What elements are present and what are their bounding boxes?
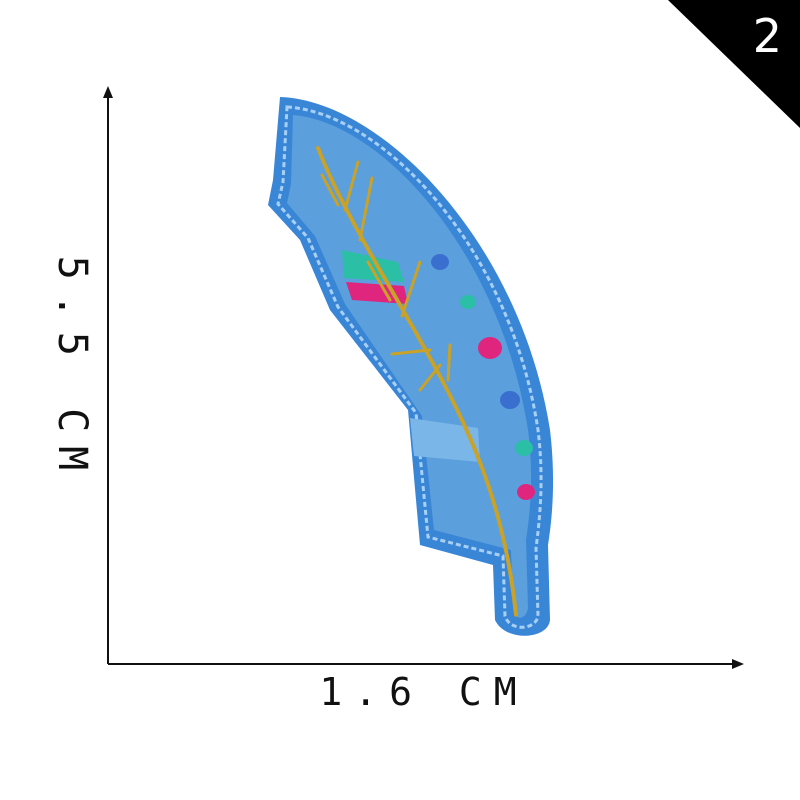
- drop-blue-1: [431, 254, 449, 270]
- feather-patch-icon: [268, 97, 554, 636]
- drop-magenta-1: [478, 337, 502, 359]
- teal-stripe: [342, 250, 404, 282]
- corner-badge-number: 2: [752, 9, 782, 63]
- measurement-axes: [103, 86, 744, 669]
- drop-teal-1: [460, 295, 476, 309]
- feather-felt: [287, 115, 532, 618]
- embroidered-drops: [431, 254, 535, 500]
- height-dimension-label: 5.5 CM: [49, 255, 95, 485]
- drop-teal-2: [515, 440, 533, 456]
- stitched-edge: [276, 105, 543, 629]
- width-dimension-label: 1.6 CM: [319, 670, 529, 714]
- drop-blue-2: [500, 391, 520, 409]
- blue-stripe-lower: [410, 418, 480, 462]
- drop-magenta-2: [517, 484, 535, 500]
- gold-barbs: [320, 160, 452, 392]
- magenta-stripe: [346, 282, 408, 304]
- corner-badge: [668, 0, 800, 128]
- gold-spine: [316, 146, 518, 617]
